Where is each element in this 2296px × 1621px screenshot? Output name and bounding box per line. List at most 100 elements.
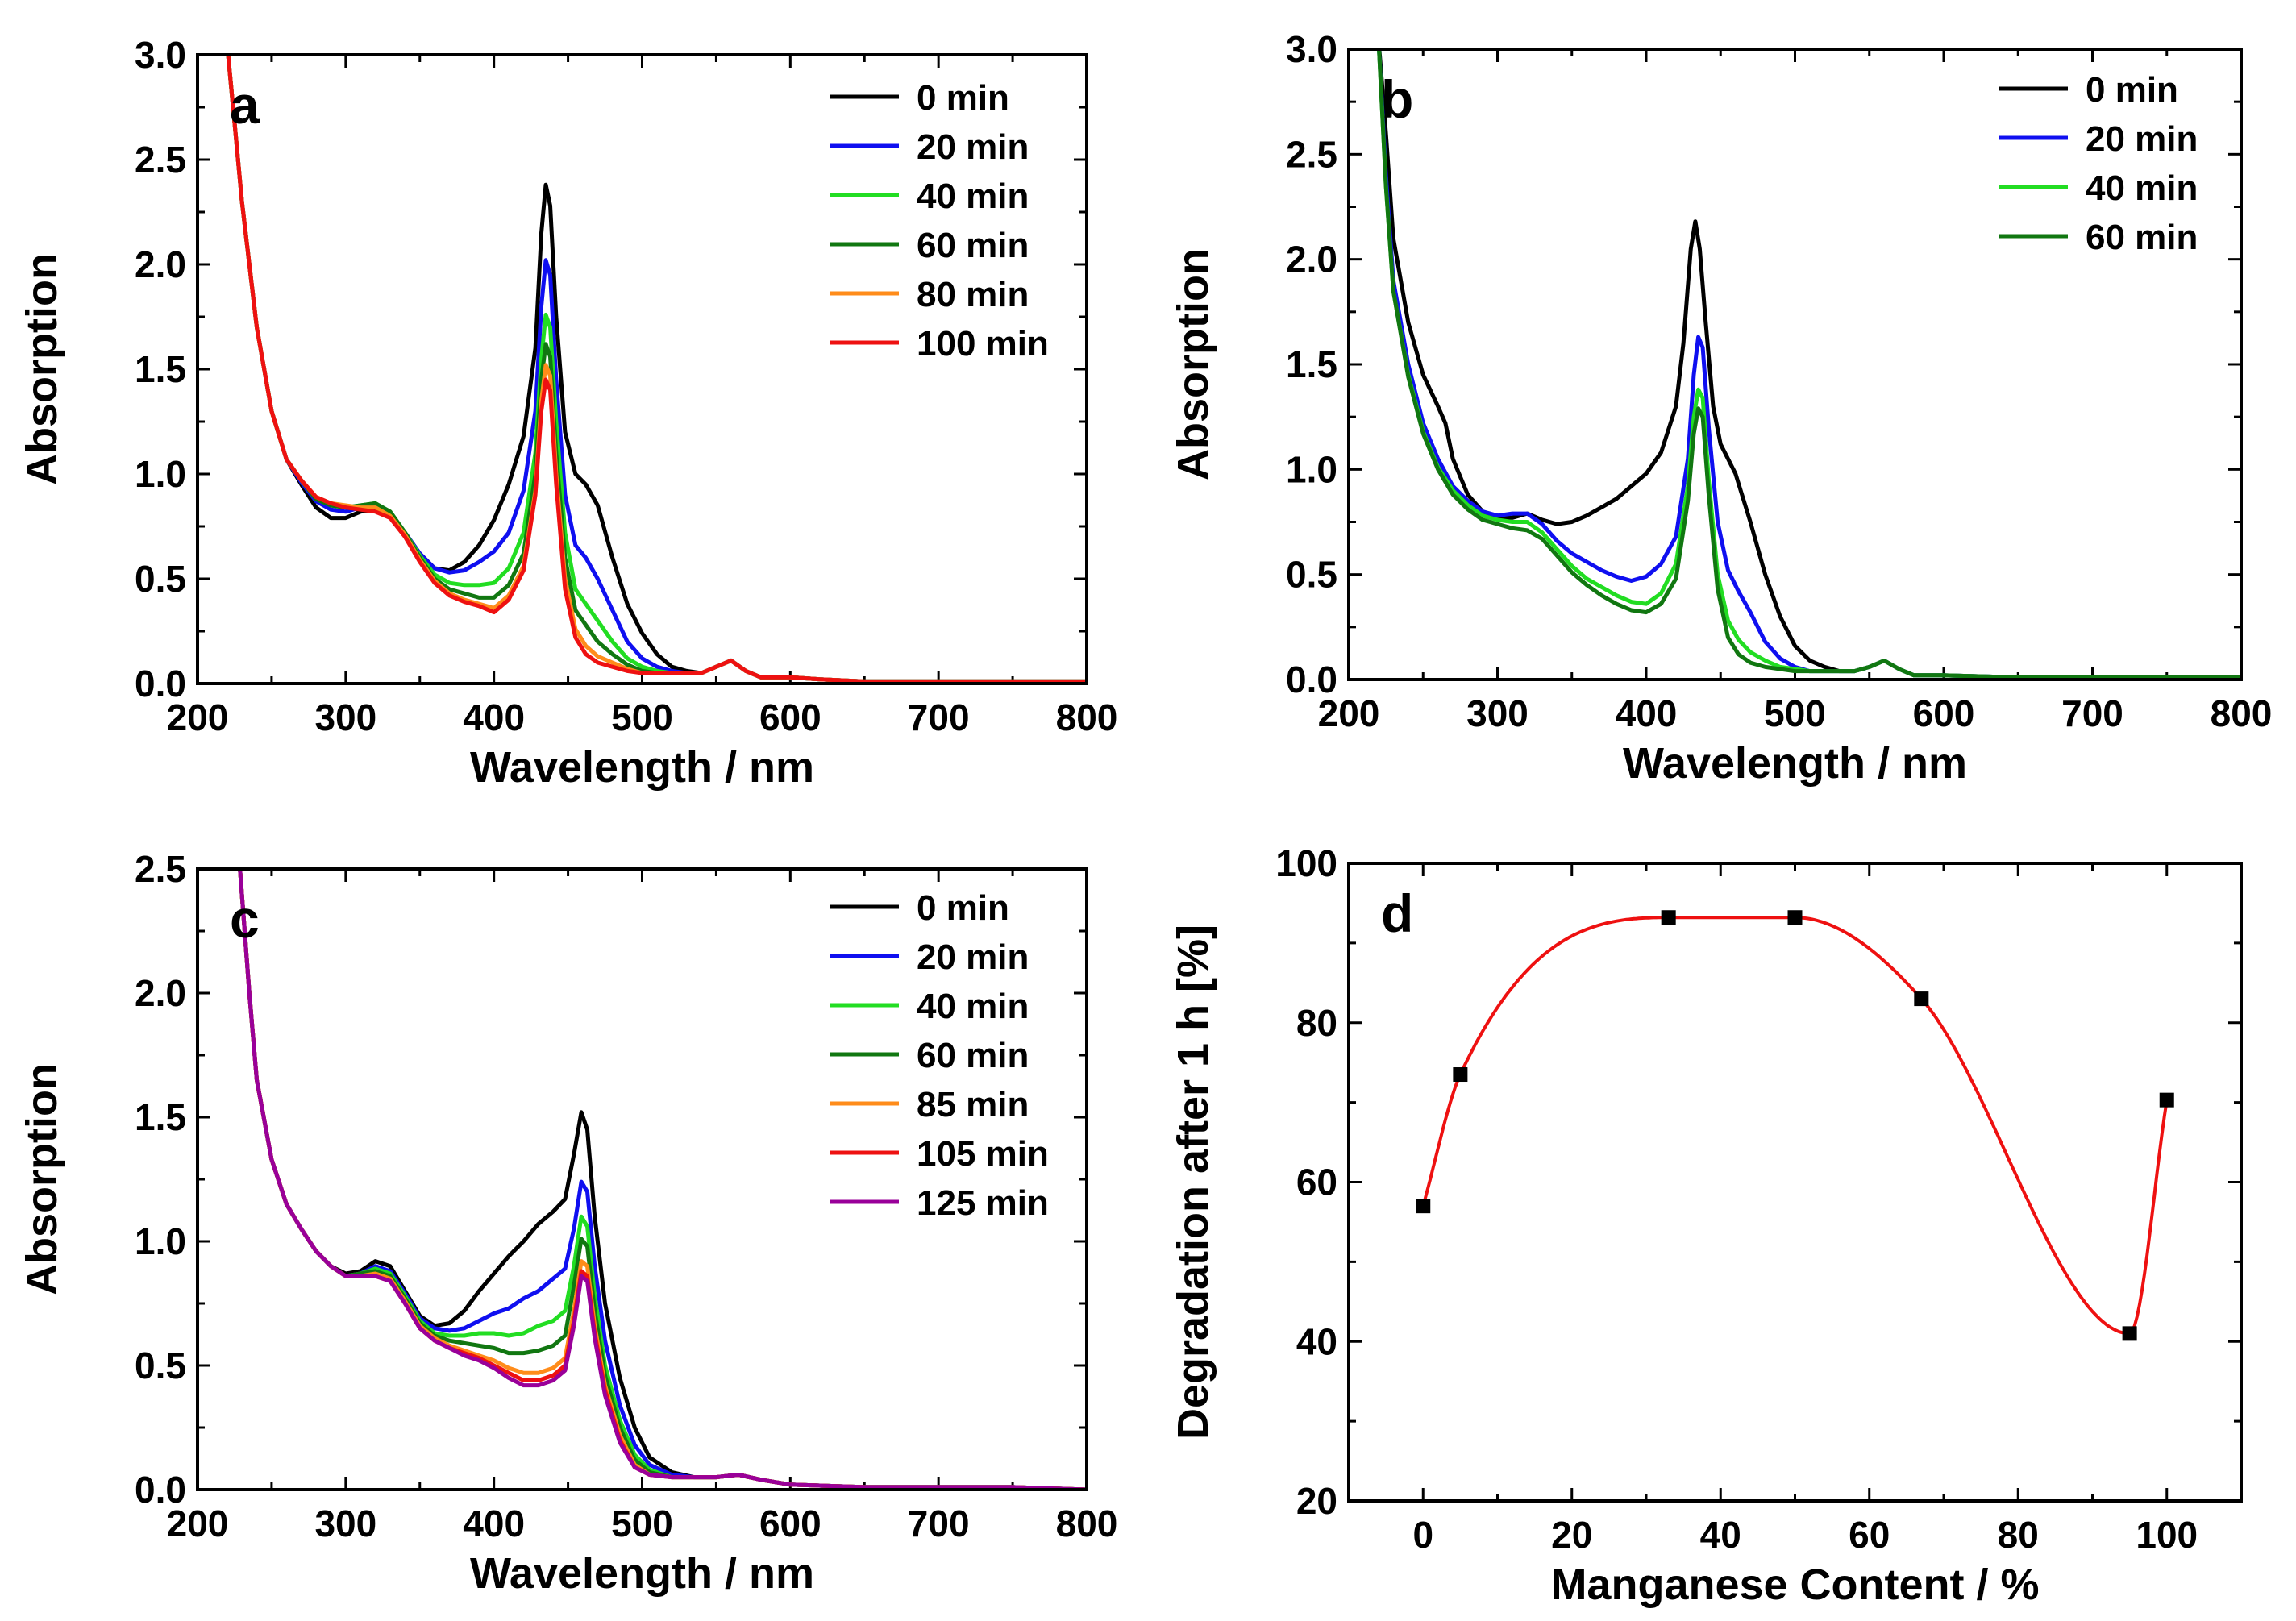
x-tick-label: 400 [463,1503,525,1544]
y-tick-label: 3.0 [135,34,186,76]
legend-label: 80 min [917,275,1029,314]
x-tick-label: 600 [759,696,821,738]
x-tick-label: 500 [611,696,673,738]
x-tick-label: 700 [908,696,970,738]
x-tick-label: 600 [759,1503,821,1544]
data-point [2122,1326,2137,1341]
series-line-125-min [238,869,1087,1490]
legend-label: 125 min [917,1183,1049,1223]
y-tick-label: 1.0 [135,453,186,495]
x-tick-label: 100 [2136,1514,2198,1556]
chart-panel-b: 200 300 400 500 600 700 800 0.0 0.5 1.0 1.5 2.0 2.5 3… [1169,28,2272,788]
y-tick-label: 1.5 [1286,343,1337,385]
legend-label: 0 min [2086,70,2178,110]
chart-panel-a: 200 300 400 500 600 700 800 0.0 0.5 1.0 1.5 2.0 2.5 3… [18,34,1117,792]
panel-label: b [1381,69,1413,129]
legend: 0 min 20 min 40 min 60 min [1999,70,2198,257]
y-tick-label: 0.0 [1286,659,1337,700]
x-tick-label: 700 [2061,692,2123,734]
y-tick-label: 0.5 [135,558,186,600]
legend-label: 40 min [917,987,1029,1026]
x-tick-label: 200 [167,1503,229,1544]
y-tick-label: 60 [1296,1162,1337,1203]
y-tick-label: 80 [1296,1002,1337,1044]
x-axis-label: Wavelength / nm [470,743,814,792]
legend-label: 0 min [917,888,1009,928]
y-tick-label: 2.0 [135,243,186,285]
y-tick-label: 1.0 [135,1220,186,1262]
legend-label: 60 min [2086,218,2198,257]
x-tick-label: 800 [1056,696,1118,738]
plot-frame [196,53,1088,685]
plot-area [226,55,1087,684]
x-tick-label: 60 [1849,1514,1890,1556]
legend-label: 20 min [917,937,1029,977]
x-tick-label: 300 [314,696,376,738]
plot-area [1421,916,2169,1336]
data-point [1416,1199,1431,1214]
y-tick-label: 1.5 [135,1096,186,1138]
legend-label: 20 min [917,127,1029,167]
panel-label: a [230,75,260,135]
y-tick-label: 1.5 [135,348,186,390]
legend-label: 100 min [917,324,1049,364]
y-tick-label: 0.0 [135,663,186,705]
series-line-100-min [226,55,1087,684]
x-axis-label: Wavelength / nm [1623,739,1967,788]
plot-area [1377,49,2241,680]
x-tick-label: 0 [1412,1514,1433,1556]
y-tick-label: 2.0 [135,972,186,1014]
x-tick-label: 40 [1700,1514,1741,1556]
x-tick-label: 400 [463,696,525,738]
data-point [1661,910,1676,925]
data-point [1787,910,1803,925]
chart-panel-d: 0 20 40 60 80 100 20 40 60 80 100 Manganese Content… [1169,842,2243,1609]
x-tick-label: 20 [1551,1514,1592,1556]
x-axis-label: Manganese Content / % [1550,1561,2039,1609]
legend-label: 40 min [917,177,1029,216]
legend-label: 105 min [917,1134,1049,1174]
y-tick-label: 2.5 [1286,133,1337,175]
x-tick-label: 200 [167,696,229,738]
x-tick-label: 800 [1056,1503,1118,1544]
legend: 0 min 20 min 40 min 60 min 80 min 100 min [830,78,1049,364]
y-tick-label: 1.0 [1286,448,1337,490]
panel-label: d [1381,883,1413,943]
chart-panel-c: 200 300 400 500 600 700 800 0.0 0.5 1.0 1.5 2.0 2.5 W… [18,848,1117,1598]
y-tick-label: 20 [1296,1480,1337,1522]
x-tick-label: 800 [2211,692,2273,734]
y-axis-label: Absorption [1169,248,1217,480]
x-tick-label: 300 [1466,692,1529,734]
legend-label: 0 min [917,78,1009,118]
legend-label: 60 min [917,226,1029,265]
y-tick-label: 2.5 [135,139,186,181]
plot-frame [1347,862,2243,1503]
data-point [1914,991,1929,1007]
y-tick-label: 100 [1275,842,1337,884]
legend: 0 min 20 min 40 min 60 min 85 min 105 min 125 … [830,888,1049,1223]
x-tick-label: 200 [1318,692,1380,734]
data-point [2159,1092,2174,1108]
y-axis-label: Absorption [18,253,66,485]
x-tick-label: 400 [1616,692,1678,734]
x-tick-label: 500 [611,1503,673,1544]
plot-frame [196,867,1088,1491]
legend-label: 60 min [917,1036,1029,1075]
plot-frame [1347,48,2243,681]
y-tick-label: 0.5 [135,1345,186,1386]
x-tick-label: 600 [1913,692,1975,734]
legend-label: 20 min [2086,119,2198,159]
plot-area [238,869,1087,1490]
x-tick-label: 500 [1764,692,1826,734]
fit-curve [1421,916,2169,1336]
legend-label: 85 min [917,1085,1029,1124]
x-tick-label: 700 [908,1503,970,1544]
y-tick-label: 2.5 [135,848,186,890]
x-axis-label: Wavelength / nm [470,1549,814,1598]
series-line-60-min [1377,49,2241,680]
y-tick-label: 3.0 [1286,28,1337,70]
data-point [1453,1067,1468,1083]
legend-label: 40 min [2086,168,2198,208]
y-tick-label: 0.0 [135,1469,186,1511]
